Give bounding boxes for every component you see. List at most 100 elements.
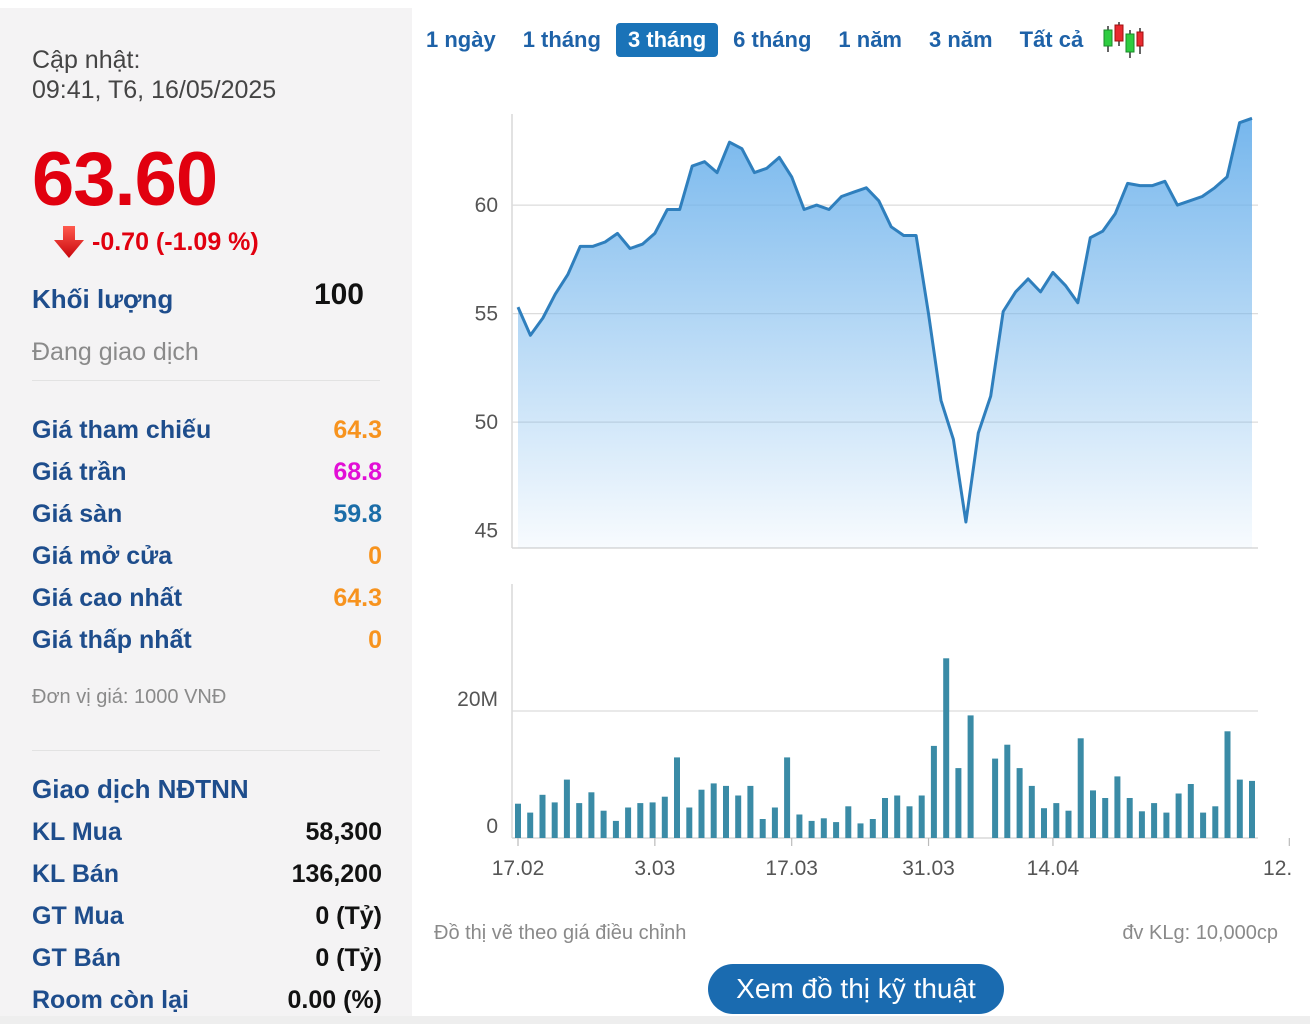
volume-bar (796, 814, 803, 838)
tab-period[interactable]: 3 năm (929, 27, 993, 52)
arrow-down-icon (54, 226, 84, 258)
volume-bar (1126, 798, 1133, 838)
foreign-row: GT Mua 0 (Tỷ) (32, 898, 382, 934)
volume-bar (1175, 793, 1182, 838)
stat-value: 64.3 (333, 583, 382, 612)
volume-bar (906, 806, 913, 839)
volume-bar (735, 795, 742, 838)
tab-period[interactable]: 3 tháng (615, 23, 719, 57)
foreign-value: 0 (Tỷ) (315, 943, 382, 972)
adjusted-price-note: Đồ thị vẽ theo giá điều chỉnh (434, 922, 687, 944)
volume-bar (784, 757, 791, 838)
trading-status: Đang giao dịch (32, 338, 199, 366)
stat-row: Giá cao nhất 64.3 (32, 580, 382, 616)
price-y-tick-label: 60 (475, 194, 498, 217)
volume-bar (1224, 731, 1231, 838)
volume-bar (943, 658, 950, 838)
volume-bar (1212, 806, 1219, 839)
volume-bar (1065, 810, 1072, 838)
volume-bar (747, 785, 754, 838)
volume-label: Khối lượng (32, 284, 174, 314)
volume-bar (1114, 776, 1121, 838)
foreign-label: KL Bán (32, 859, 120, 888)
foreign-row: KL Mua 58,300 (32, 814, 382, 850)
volume-bar (637, 803, 644, 838)
stat-row: Giá trần 68.8 (32, 454, 382, 490)
price-change: -0.70 (-1.09 %) (52, 224, 259, 260)
volume-bar (1163, 812, 1170, 838)
foreign-label: Room còn lại (32, 985, 189, 1014)
volume-bar (833, 822, 840, 838)
volume-bar (1151, 803, 1158, 838)
price-y-axis: 45 50 55 60 (475, 194, 498, 543)
tab-period[interactable]: 1 tháng (522, 27, 601, 52)
tab-period[interactable]: 1 năm (838, 27, 902, 52)
foreign-value: 0 (Tỷ) (315, 901, 382, 930)
volume-bar (723, 785, 729, 838)
volume-bar (967, 715, 974, 838)
volume-y-axis: 0 20M (457, 688, 498, 838)
candlestick-icon[interactable] (1100, 20, 1144, 60)
stat-label: Giá trần (32, 457, 127, 486)
stat-row: Giá sàn 59.8 (32, 496, 382, 532)
tab-period[interactable]: 1 ngày (426, 27, 496, 52)
volume-bar (894, 795, 901, 838)
price-area (518, 118, 1252, 549)
price-points (517, 118, 1253, 523)
volume-bar (686, 807, 693, 838)
foreign-value: 0.00 (%) (287, 985, 382, 1014)
stat-row: Giá thấp nhất 0 (32, 622, 382, 658)
volume-bar (1077, 738, 1084, 838)
x-tick-label: 12.05 (1263, 857, 1292, 880)
volume-bar (515, 803, 521, 838)
x-tick-label: 31.03 (902, 857, 955, 880)
volume-bar (600, 810, 607, 838)
tab-period[interactable]: 6 tháng (733, 27, 812, 52)
volume-bar (612, 820, 619, 838)
foreign-row: Room còn lại 0.00 (%) (32, 982, 382, 1018)
volume-bar (563, 779, 570, 838)
price-y-tick-label: 45 (475, 520, 498, 543)
volume-bar (1102, 798, 1109, 838)
stat-value: 59.8 (333, 499, 382, 528)
stat-value: 68.8 (333, 457, 382, 486)
foreign-label: KL Mua (32, 817, 122, 846)
volume-bar (882, 798, 888, 838)
volume-bar (930, 745, 937, 838)
foreign-label: GT Mua (32, 901, 124, 930)
stat-label: Giá sàn (32, 499, 123, 528)
volume-bar (808, 820, 815, 838)
quote-panel: Cập nhật: 09:41, T6, 16/05/2025 63.60 -0… (0, 8, 412, 1024)
volume-bar (698, 789, 705, 838)
foreign-trading-title: Giao dịch NĐTNN (32, 774, 249, 804)
volume-bar (1200, 812, 1207, 838)
volume-bar (1090, 790, 1096, 838)
price-y-tick-label: 55 (475, 303, 498, 326)
foreign-value: 58,300 (305, 817, 382, 846)
technical-chart-button[interactable]: Xem đồ thị kỹ thuật (708, 964, 1004, 1014)
foreign-row: GT Bán 0 (Tỷ) (32, 940, 382, 976)
stat-value: 64.3 (333, 415, 382, 444)
stat-value: 0 (368, 541, 382, 570)
period-tabs: 1 ngày 1 tháng 3 tháng 6 tháng 1 năm 3 năm Tất… (414, 20, 1144, 60)
volume-bar (845, 806, 852, 839)
volume-bar (1053, 803, 1060, 838)
stat-label: Giá cao nhất (32, 583, 183, 612)
volume-bar (539, 794, 546, 838)
volume-bar (1187, 784, 1194, 838)
volume-unit-note: đv KLg: 10,000cp (1122, 922, 1278, 944)
change-value: -0.70 (-1.09 %) (92, 227, 259, 256)
stat-label: Giá thấp nhất (32, 625, 192, 654)
volume-bar (649, 802, 656, 838)
stat-value: 0 (368, 625, 382, 654)
volume-value: 100 (313, 278, 364, 311)
volume-bar (869, 819, 876, 838)
current-price: 63.60 (32, 137, 218, 222)
x-tick-label: 17.02 (492, 857, 545, 880)
foreign-row: KL Bán 136,200 (32, 856, 382, 892)
update-label: Cập nhật: (32, 46, 141, 74)
volume-bar (857, 823, 864, 838)
volume-bar (1138, 811, 1145, 838)
volume-bar (955, 768, 962, 838)
tab-period[interactable]: Tất cả (1019, 27, 1084, 52)
